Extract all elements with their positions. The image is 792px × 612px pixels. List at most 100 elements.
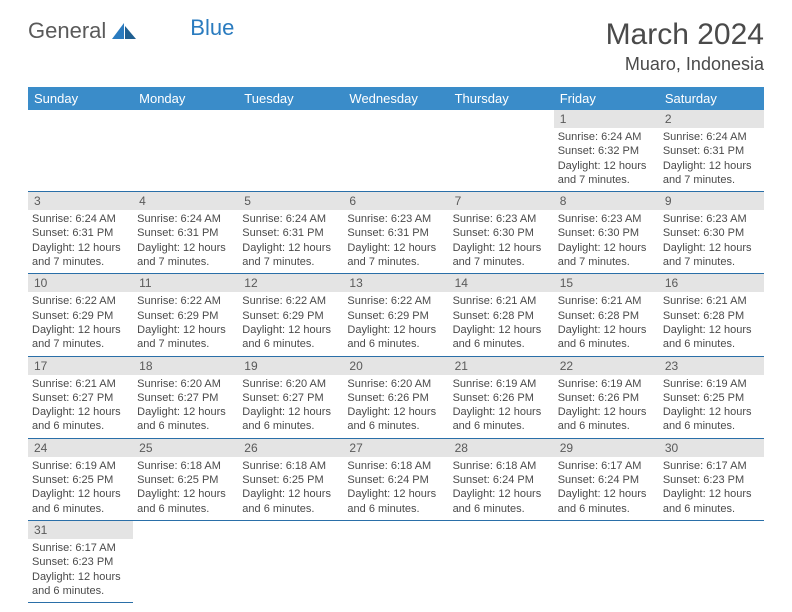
day-data: Sunrise: 6:17 AMSunset: 6:23 PMDaylight:… bbox=[28, 539, 133, 602]
day-number: 18 bbox=[133, 357, 238, 375]
day-data: Sunrise: 6:20 AMSunset: 6:26 PMDaylight:… bbox=[343, 375, 448, 438]
calendar-cell: 15Sunrise: 6:21 AMSunset: 6:28 PMDayligh… bbox=[554, 274, 659, 356]
calendar-cell bbox=[659, 520, 764, 602]
day-number: 14 bbox=[449, 274, 554, 292]
column-header: Sunday bbox=[28, 87, 133, 110]
day-number: 23 bbox=[659, 357, 764, 375]
calendar-cell bbox=[343, 110, 448, 192]
column-header: Saturday bbox=[659, 87, 764, 110]
calendar-cell bbox=[449, 110, 554, 192]
day-data: Sunrise: 6:19 AMSunset: 6:26 PMDaylight:… bbox=[449, 375, 554, 438]
column-header: Tuesday bbox=[238, 87, 343, 110]
column-header: Friday bbox=[554, 87, 659, 110]
day-number: 15 bbox=[554, 274, 659, 292]
calendar-cell: 22Sunrise: 6:19 AMSunset: 6:26 PMDayligh… bbox=[554, 356, 659, 438]
day-data: Sunrise: 6:24 AMSunset: 6:31 PMDaylight:… bbox=[133, 210, 238, 273]
day-number: 13 bbox=[343, 274, 448, 292]
day-data: Sunrise: 6:23 AMSunset: 6:31 PMDaylight:… bbox=[343, 210, 448, 273]
day-data: Sunrise: 6:18 AMSunset: 6:24 PMDaylight:… bbox=[449, 457, 554, 520]
calendar-cell: 23Sunrise: 6:19 AMSunset: 6:25 PMDayligh… bbox=[659, 356, 764, 438]
day-number: 4 bbox=[133, 192, 238, 210]
calendar-head: SundayMondayTuesdayWednesdayThursdayFrid… bbox=[28, 87, 764, 110]
calendar-cell: 12Sunrise: 6:22 AMSunset: 6:29 PMDayligh… bbox=[238, 274, 343, 356]
day-data: Sunrise: 6:24 AMSunset: 6:32 PMDaylight:… bbox=[554, 128, 659, 191]
day-data: Sunrise: 6:17 AMSunset: 6:23 PMDaylight:… bbox=[659, 457, 764, 520]
calendar-cell bbox=[133, 520, 238, 602]
day-number: 29 bbox=[554, 439, 659, 457]
logo: General Blue bbox=[28, 18, 234, 44]
day-data: Sunrise: 6:22 AMSunset: 6:29 PMDaylight:… bbox=[343, 292, 448, 355]
header: General Blue March 2024 Muaro, Indonesia bbox=[28, 18, 764, 75]
day-number: 6 bbox=[343, 192, 448, 210]
day-data: Sunrise: 6:24 AMSunset: 6:31 PMDaylight:… bbox=[238, 210, 343, 273]
calendar-cell bbox=[28, 110, 133, 192]
day-number: 26 bbox=[238, 439, 343, 457]
day-number: 31 bbox=[28, 521, 133, 539]
column-header: Monday bbox=[133, 87, 238, 110]
day-number: 2 bbox=[659, 110, 764, 128]
day-number: 3 bbox=[28, 192, 133, 210]
calendar-cell: 14Sunrise: 6:21 AMSunset: 6:28 PMDayligh… bbox=[449, 274, 554, 356]
calendar-cell bbox=[343, 520, 448, 602]
calendar-cell: 17Sunrise: 6:21 AMSunset: 6:27 PMDayligh… bbox=[28, 356, 133, 438]
calendar-cell: 24Sunrise: 6:19 AMSunset: 6:25 PMDayligh… bbox=[28, 438, 133, 520]
day-number: 27 bbox=[343, 439, 448, 457]
calendar-cell: 18Sunrise: 6:20 AMSunset: 6:27 PMDayligh… bbox=[133, 356, 238, 438]
day-data: Sunrise: 6:20 AMSunset: 6:27 PMDaylight:… bbox=[133, 375, 238, 438]
day-data: Sunrise: 6:19 AMSunset: 6:25 PMDaylight:… bbox=[659, 375, 764, 438]
calendar-row: 31Sunrise: 6:17 AMSunset: 6:23 PMDayligh… bbox=[28, 520, 764, 602]
column-header: Wednesday bbox=[343, 87, 448, 110]
day-data: Sunrise: 6:17 AMSunset: 6:24 PMDaylight:… bbox=[554, 457, 659, 520]
calendar-cell: 13Sunrise: 6:22 AMSunset: 6:29 PMDayligh… bbox=[343, 274, 448, 356]
day-number: 1 bbox=[554, 110, 659, 128]
column-header: Thursday bbox=[449, 87, 554, 110]
calendar-cell: 30Sunrise: 6:17 AMSunset: 6:23 PMDayligh… bbox=[659, 438, 764, 520]
calendar-cell: 6Sunrise: 6:23 AMSunset: 6:31 PMDaylight… bbox=[343, 192, 448, 274]
day-number: 11 bbox=[133, 274, 238, 292]
calendar-cell: 20Sunrise: 6:20 AMSunset: 6:26 PMDayligh… bbox=[343, 356, 448, 438]
day-number: 25 bbox=[133, 439, 238, 457]
day-data: Sunrise: 6:23 AMSunset: 6:30 PMDaylight:… bbox=[554, 210, 659, 273]
day-data: Sunrise: 6:19 AMSunset: 6:25 PMDaylight:… bbox=[28, 457, 133, 520]
calendar-cell: 21Sunrise: 6:19 AMSunset: 6:26 PMDayligh… bbox=[449, 356, 554, 438]
day-number: 12 bbox=[238, 274, 343, 292]
calendar-cell bbox=[238, 520, 343, 602]
page-subtitle: Muaro, Indonesia bbox=[606, 54, 764, 75]
logo-sail-icon bbox=[110, 21, 138, 41]
day-data: Sunrise: 6:18 AMSunset: 6:24 PMDaylight:… bbox=[343, 457, 448, 520]
calendar-cell: 3Sunrise: 6:24 AMSunset: 6:31 PMDaylight… bbox=[28, 192, 133, 274]
day-data: Sunrise: 6:21 AMSunset: 6:27 PMDaylight:… bbox=[28, 375, 133, 438]
day-data: Sunrise: 6:22 AMSunset: 6:29 PMDaylight:… bbox=[133, 292, 238, 355]
day-data: Sunrise: 6:23 AMSunset: 6:30 PMDaylight:… bbox=[659, 210, 764, 273]
day-number: 21 bbox=[449, 357, 554, 375]
day-data: Sunrise: 6:22 AMSunset: 6:29 PMDaylight:… bbox=[28, 292, 133, 355]
calendar-cell: 25Sunrise: 6:18 AMSunset: 6:25 PMDayligh… bbox=[133, 438, 238, 520]
calendar-cell: 19Sunrise: 6:20 AMSunset: 6:27 PMDayligh… bbox=[238, 356, 343, 438]
calendar-cell: 11Sunrise: 6:22 AMSunset: 6:29 PMDayligh… bbox=[133, 274, 238, 356]
calendar-cell: 2Sunrise: 6:24 AMSunset: 6:31 PMDaylight… bbox=[659, 110, 764, 192]
calendar-cell: 5Sunrise: 6:24 AMSunset: 6:31 PMDaylight… bbox=[238, 192, 343, 274]
calendar-row: 3Sunrise: 6:24 AMSunset: 6:31 PMDaylight… bbox=[28, 192, 764, 274]
calendar-cell bbox=[133, 110, 238, 192]
day-data: Sunrise: 6:18 AMSunset: 6:25 PMDaylight:… bbox=[238, 457, 343, 520]
day-number: 16 bbox=[659, 274, 764, 292]
calendar-table: SundayMondayTuesdayWednesdayThursdayFrid… bbox=[28, 87, 764, 603]
calendar-cell bbox=[449, 520, 554, 602]
calendar-cell: 1Sunrise: 6:24 AMSunset: 6:32 PMDaylight… bbox=[554, 110, 659, 192]
calendar-cell: 29Sunrise: 6:17 AMSunset: 6:24 PMDayligh… bbox=[554, 438, 659, 520]
page-title: March 2024 bbox=[606, 18, 764, 52]
logo-text-general: General bbox=[28, 18, 106, 44]
calendar-cell bbox=[554, 520, 659, 602]
calendar-row: 24Sunrise: 6:19 AMSunset: 6:25 PMDayligh… bbox=[28, 438, 764, 520]
day-number: 22 bbox=[554, 357, 659, 375]
day-data: Sunrise: 6:24 AMSunset: 6:31 PMDaylight:… bbox=[659, 128, 764, 191]
day-data: Sunrise: 6:20 AMSunset: 6:27 PMDaylight:… bbox=[238, 375, 343, 438]
day-data: Sunrise: 6:23 AMSunset: 6:30 PMDaylight:… bbox=[449, 210, 554, 273]
day-number: 7 bbox=[449, 192, 554, 210]
day-data: Sunrise: 6:19 AMSunset: 6:26 PMDaylight:… bbox=[554, 375, 659, 438]
logo-text-blue: Blue bbox=[190, 15, 234, 41]
day-number: 9 bbox=[659, 192, 764, 210]
title-block: March 2024 Muaro, Indonesia bbox=[606, 18, 764, 75]
day-number: 19 bbox=[238, 357, 343, 375]
day-number: 17 bbox=[28, 357, 133, 375]
